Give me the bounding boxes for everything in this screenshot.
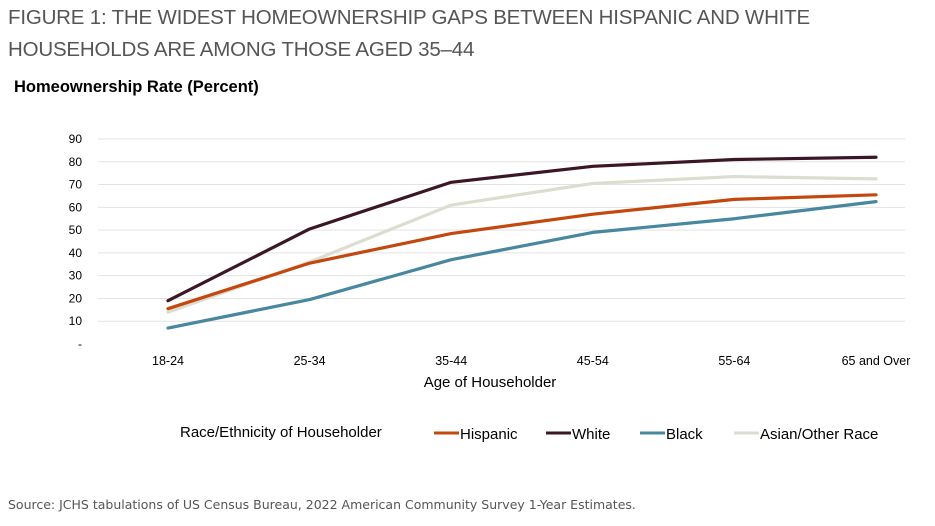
legend-label-hispanic: Hispanic bbox=[460, 426, 518, 443]
source-note: Source: JCHS tabulations of US Census Bu… bbox=[8, 497, 636, 512]
series-lines bbox=[166, 155, 878, 330]
figure-title: FIGURE 1: THE WIDEST HOMEOWNERSHIP GAPS … bbox=[8, 6, 810, 61]
legend-title: Race/Ethnicity of Householder bbox=[180, 424, 382, 441]
x-tick-label: 18-24 bbox=[152, 354, 184, 368]
y-tick-label: 50 bbox=[69, 223, 83, 237]
x-tick-labels: 18-24 25-34 35-44 45-54 55-64 65 and Over bbox=[152, 354, 910, 368]
x-tick-label: 25-34 bbox=[294, 354, 326, 368]
y-tick-label: 80 bbox=[69, 155, 83, 169]
line-chart: - 10 20 30 40 50 60 70 80 90 18-24 25-34 35-44 45-54… bbox=[69, 132, 911, 443]
x-tick-label: 35-44 bbox=[435, 354, 467, 368]
y-tick-label: 70 bbox=[69, 178, 83, 192]
y-tick-label: 30 bbox=[69, 269, 83, 283]
legend: Hispanic White Black Asian/Other Race bbox=[434, 426, 878, 443]
x-tick-label: 65 and Over bbox=[842, 354, 911, 368]
series-line-white bbox=[166, 155, 878, 303]
y-tick-label: - bbox=[78, 337, 82, 351]
y-tick-label: 90 bbox=[69, 132, 83, 146]
y-tick-label: 40 bbox=[69, 246, 83, 260]
y-tick-label: 60 bbox=[69, 200, 83, 214]
y-tick-labels: - 10 20 30 40 50 60 70 80 90 bbox=[69, 132, 83, 351]
y-tick-label: 20 bbox=[69, 291, 83, 305]
series-line-black bbox=[166, 200, 878, 330]
legend-label-white: White bbox=[572, 426, 610, 443]
series-line-hispanic bbox=[166, 193, 878, 311]
x-tick-label: 55-64 bbox=[718, 354, 750, 368]
x-axis-label: Age of Householder bbox=[424, 374, 557, 391]
x-tick-label: 45-54 bbox=[577, 354, 609, 368]
gridlines bbox=[98, 138, 905, 322]
legend-label-asian-other-race: Asian/Other Race bbox=[760, 426, 878, 443]
legend-label-black: Black bbox=[666, 426, 703, 443]
chart-title: Homeownership Rate (Percent) bbox=[14, 78, 259, 96]
y-tick-label: 10 bbox=[69, 314, 83, 328]
